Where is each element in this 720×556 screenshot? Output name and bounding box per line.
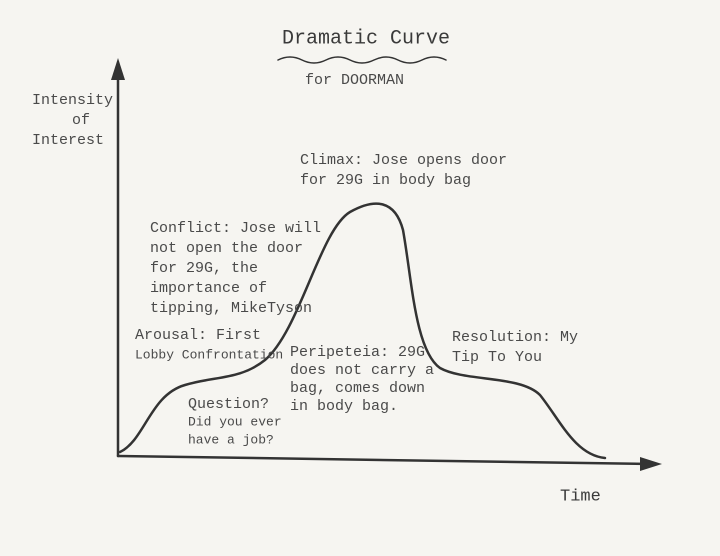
annotation: for 29G in body bag xyxy=(300,172,471,189)
x-axis-arrow xyxy=(640,457,662,471)
annotation: bag, comes down xyxy=(290,380,425,397)
annotation: does not carry a xyxy=(290,362,434,379)
x-axis xyxy=(116,454,654,466)
title: Dramatic Curve xyxy=(282,27,450,50)
annotation: Peripeteia: 29G xyxy=(290,344,425,361)
annotation: Conflict: Jose will xyxy=(150,220,321,237)
title-underline xyxy=(277,56,447,64)
subtitle: for DOORMAN xyxy=(305,72,404,89)
x-axis-label: Time xyxy=(560,487,601,506)
y-axis-label: Intensity xyxy=(32,92,113,109)
annotation: tipping, MikeTyson xyxy=(150,300,312,317)
dramatic-curve xyxy=(118,202,607,460)
annotation: Question? xyxy=(188,396,269,413)
annotation: Climax: Jose opens door xyxy=(300,152,507,169)
annotation: not open the door xyxy=(150,240,303,257)
annotation: Resolution: My xyxy=(452,329,578,346)
y-axis-label: Interest xyxy=(32,132,104,149)
annotation: for 29G, the xyxy=(150,260,258,277)
annotation: Did you ever xyxy=(188,414,282,429)
annotation: have a job? xyxy=(188,432,274,447)
y-axis-arrow xyxy=(111,58,125,80)
annotation: importance of xyxy=(150,280,267,297)
annotation: Lobby Confrontation xyxy=(135,347,283,362)
y-axis-label: of xyxy=(72,112,90,129)
annotation: Arousal: First xyxy=(135,327,261,344)
annotation: Tip To You xyxy=(452,349,542,366)
annotation: in body bag. xyxy=(290,398,398,415)
